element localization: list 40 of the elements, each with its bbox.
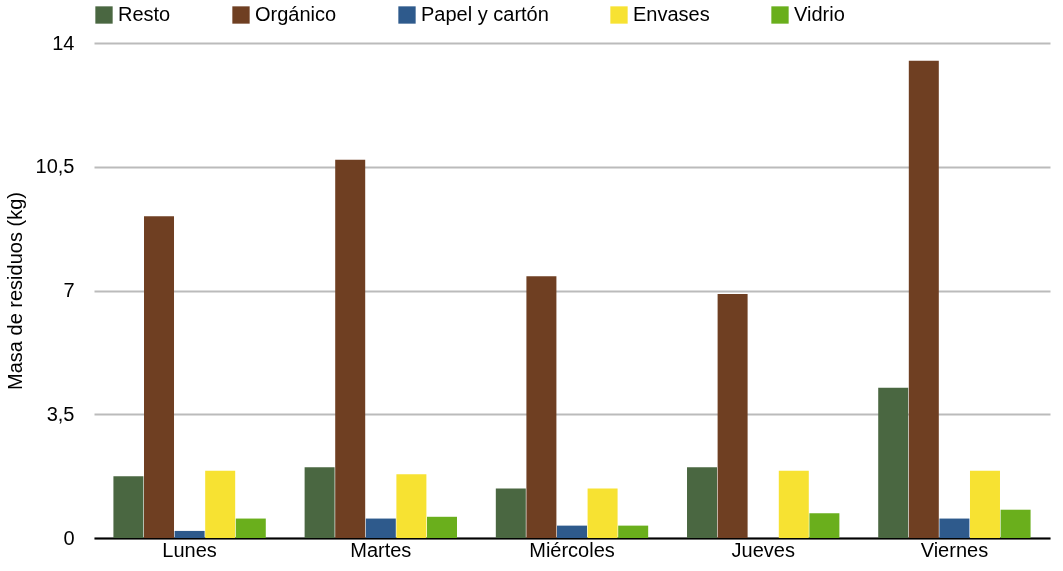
x-tick-label: Lunes [162, 538, 217, 561]
bar [526, 276, 557, 538]
bar [174, 530, 205, 538]
y-tick-label: 3,5 [46, 402, 75, 425]
bar [113, 476, 144, 538]
bar [304, 467, 335, 538]
bar [878, 387, 909, 538]
bar [235, 518, 266, 538]
bar [335, 159, 366, 538]
bar [717, 294, 748, 538]
bar [969, 470, 1000, 538]
bar [687, 467, 718, 538]
bar [365, 518, 396, 538]
bar [939, 518, 970, 538]
y-tick-label: 0 [63, 526, 75, 549]
bar [495, 488, 526, 538]
bar [1000, 509, 1031, 538]
bar [587, 488, 618, 538]
legend-label: Papel y cartón [421, 3, 549, 25]
bar [205, 470, 236, 538]
bar [426, 516, 457, 538]
x-tick-label: Viernes [920, 538, 989, 561]
y-tick-label: 7 [63, 279, 75, 301]
legend-label: Vidrio [794, 3, 845, 25]
x-tick-label: Miércoles [529, 538, 615, 561]
bar [809, 513, 840, 538]
legend-label: Resto [118, 3, 171, 25]
y-axis-title: Masa de residuos (kg) [3, 192, 26, 390]
bar [557, 525, 587, 538]
y-tick-label: 10,5 [35, 155, 75, 178]
bar [144, 216, 175, 538]
x-tick-label: Martes [350, 538, 412, 561]
legend-label: Orgánico [255, 3, 337, 25]
bar [618, 525, 649, 538]
bar [778, 470, 809, 538]
x-tick-label: Jueves [731, 538, 795, 561]
legend-label: Envases [633, 3, 710, 25]
y-tick-label: 14 [52, 31, 75, 54]
bar [396, 474, 427, 538]
bar [908, 60, 939, 538]
